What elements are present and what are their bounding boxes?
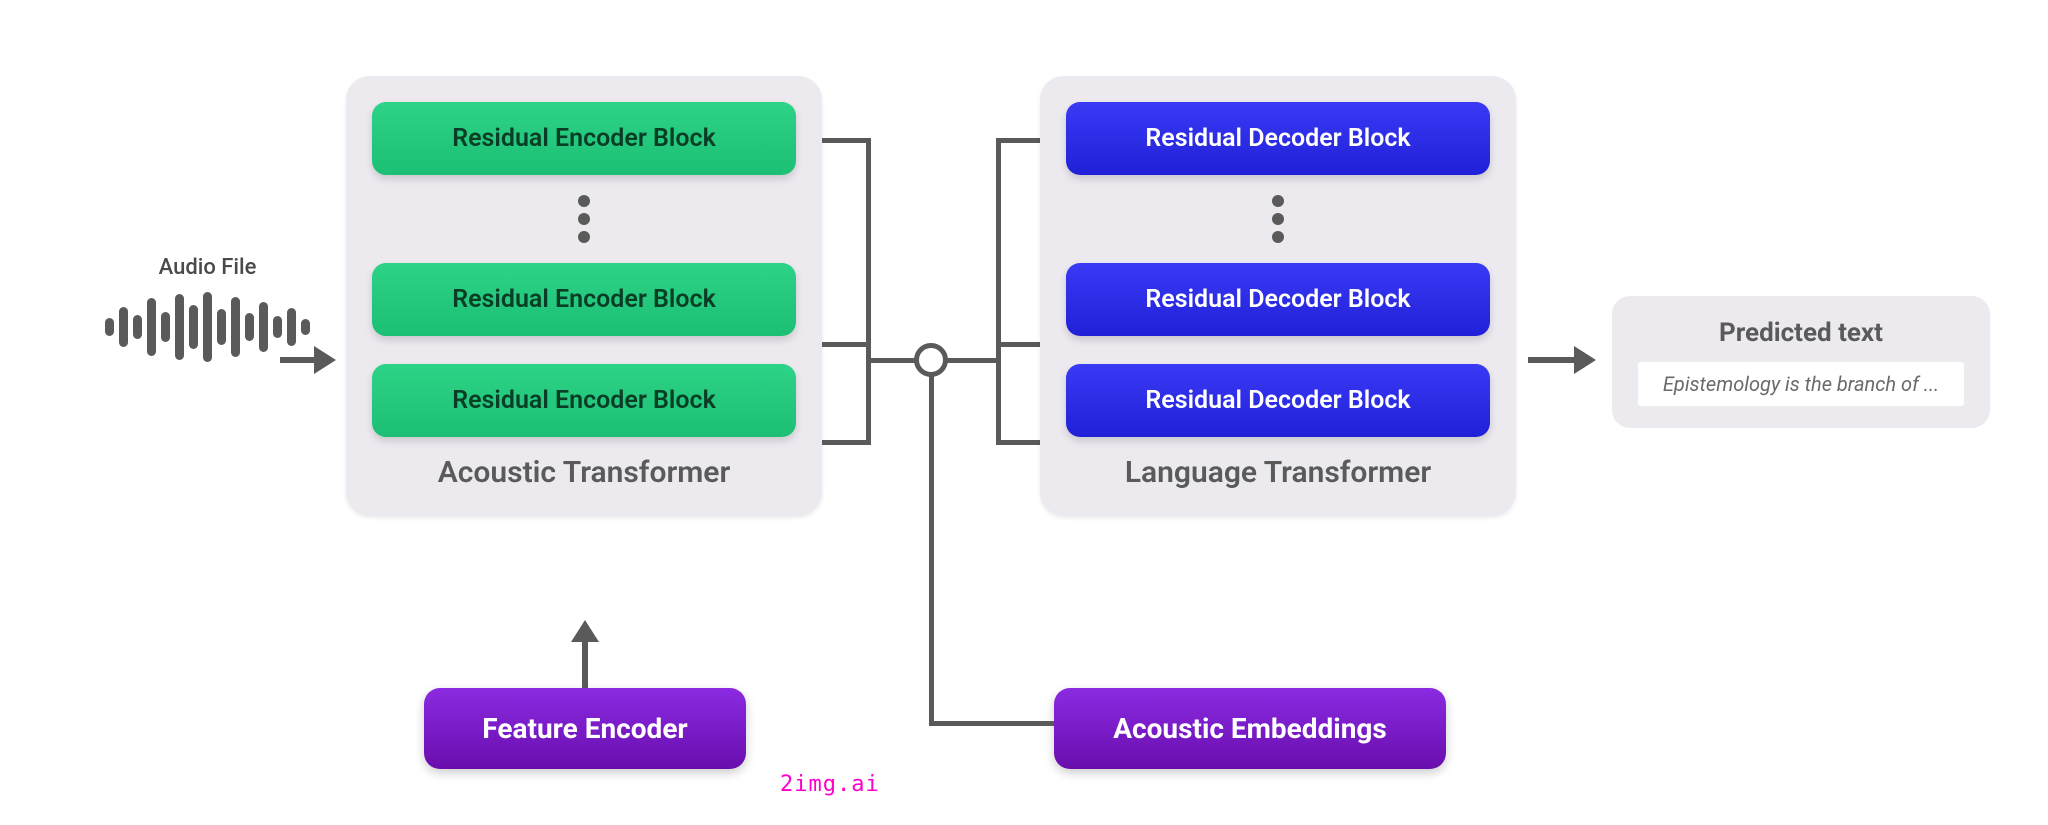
dot-icon xyxy=(1272,231,1284,243)
residual-encoder-block: Residual Encoder Block xyxy=(372,102,796,175)
merge-node xyxy=(914,343,948,377)
ellipsis-dots xyxy=(1066,195,1490,243)
audio-file-label: Audio File xyxy=(105,255,310,280)
residual-encoder-block: Residual Encoder Block xyxy=(372,364,796,437)
residual-decoder-block: Residual Decoder Block xyxy=(1066,263,1490,336)
residual-decoder-block: Residual Decoder Block xyxy=(1066,102,1490,175)
acoustic-transformer-panel: Residual Encoder Block Residual Encoder … xyxy=(346,76,822,516)
predicted-text-panel: Predicted text Epistemology is the branc… xyxy=(1612,296,1990,428)
feature-encoder-pill: Feature Encoder xyxy=(424,688,746,769)
connector-segment xyxy=(866,138,871,445)
decoder-blocks: Residual Decoder Block Residual Decoder … xyxy=(1066,102,1490,437)
connector-segment xyxy=(996,138,1040,143)
arrow-head-icon xyxy=(571,620,599,642)
arrow-shaft xyxy=(280,357,314,363)
language-transformer-panel: Residual Decoder Block Residual Decoder … xyxy=(1040,76,1516,516)
connector-segment xyxy=(929,374,934,726)
dot-icon xyxy=(578,213,590,225)
connector-segment xyxy=(822,342,871,347)
connector-segment xyxy=(996,138,1001,445)
dot-icon xyxy=(1272,213,1284,225)
arrow-shaft xyxy=(582,642,588,688)
predicted-text-sample: Epistemology is the branch of ... xyxy=(1638,362,1964,406)
residual-encoder-block: Residual Encoder Block xyxy=(372,263,796,336)
connector-segment xyxy=(822,440,871,445)
arrow-input-to-encoder xyxy=(280,346,336,374)
arrow-feature-to-acoustic xyxy=(571,620,599,688)
connector-segment xyxy=(996,440,1040,445)
architecture-diagram: Audio File Residual Encoder Block Residu… xyxy=(0,0,2048,825)
residual-decoder-block: Residual Decoder Block xyxy=(1066,364,1490,437)
center-connector-left xyxy=(866,358,917,363)
connector-segment xyxy=(996,342,1040,347)
arrow-shaft xyxy=(1528,357,1574,363)
connector-segment xyxy=(822,138,871,143)
dot-icon xyxy=(578,195,590,207)
arrow-head-icon xyxy=(314,346,336,374)
arrow-decoder-to-output xyxy=(1528,346,1596,374)
language-transformer-title: Language Transformer xyxy=(1066,455,1490,490)
predicted-text-title: Predicted text xyxy=(1638,318,1964,348)
encoder-blocks: Residual Encoder Block Residual Encoder … xyxy=(372,102,796,437)
watermark-text: 2img.ai xyxy=(780,772,880,797)
acoustic-embeddings-pill: Acoustic Embeddings xyxy=(1054,688,1446,769)
arrow-head-icon xyxy=(1574,346,1596,374)
dot-icon xyxy=(578,231,590,243)
center-connector-right xyxy=(945,358,1001,363)
acoustic-transformer-title: Acoustic Transformer xyxy=(372,455,796,490)
dot-icon xyxy=(1272,195,1284,207)
ellipsis-dots xyxy=(372,195,796,243)
connector-segment xyxy=(929,721,1055,726)
